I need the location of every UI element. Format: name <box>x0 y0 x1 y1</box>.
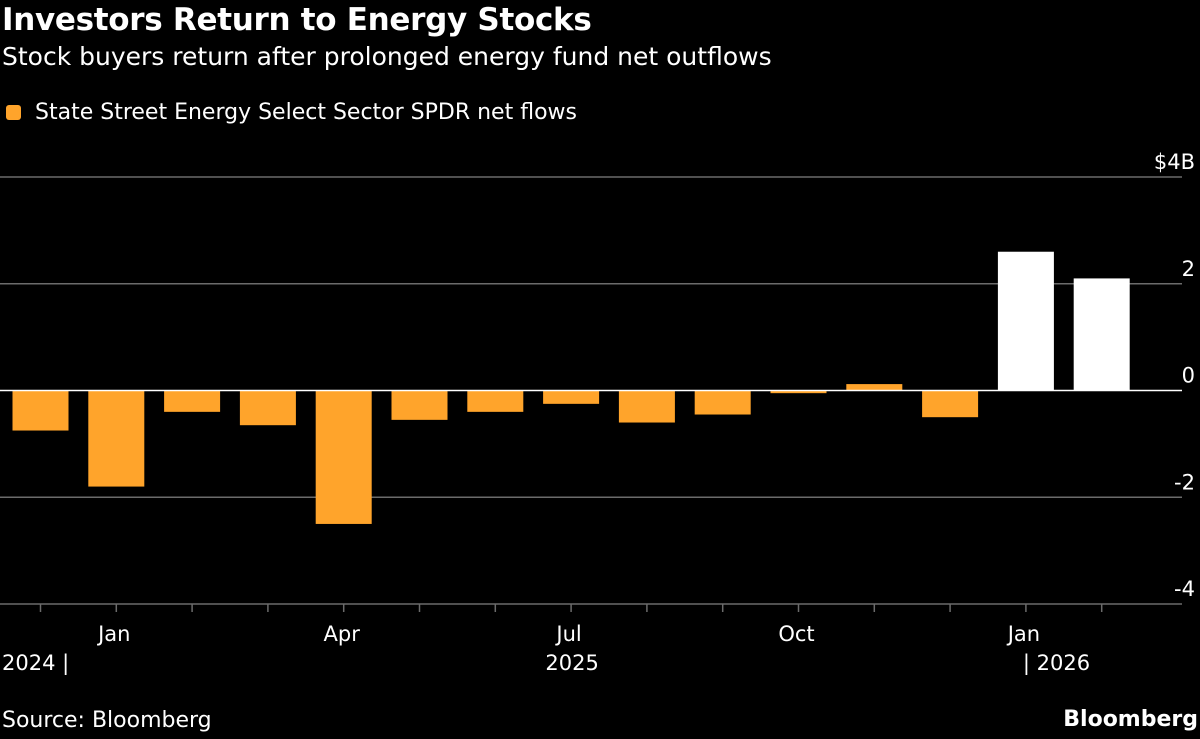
y-tick-label: 0 <box>1182 364 1195 388</box>
y-tick-label: $4B <box>1154 150 1195 174</box>
x-tick-label: Jan <box>1006 622 1040 646</box>
bar <box>997 251 1054 391</box>
x-tick-label: Jul <box>554 622 581 646</box>
bar <box>88 390 145 487</box>
y-tick-label: 2 <box>1182 257 1195 281</box>
bar <box>12 390 69 431</box>
bar <box>467 390 524 412</box>
bar <box>922 390 979 418</box>
bar <box>770 390 827 394</box>
source-note: Source: Bloomberg <box>2 708 212 733</box>
y-tick-label: -2 <box>1174 470 1195 494</box>
year-label: 2024 | <box>2 651 69 676</box>
legend-swatch <box>6 105 21 120</box>
bar <box>164 390 221 412</box>
legend-label: State Street Energy Select Sector SPDR n… <box>35 100 577 125</box>
bar <box>618 390 675 423</box>
year-label: 2025 <box>545 651 598 675</box>
bar <box>1073 278 1130 391</box>
bloomberg-logo: Bloomberg <box>1063 707 1198 732</box>
bar <box>315 390 372 524</box>
bar <box>846 384 903 391</box>
bar <box>694 390 751 415</box>
x-tick-label: Apr <box>324 622 361 646</box>
chart-title: Investors Return to Energy Stocks <box>2 2 592 38</box>
chart-subtitle: Stock buyers return after prolonged ener… <box>2 42 772 71</box>
y-tick-label: -4 <box>1174 577 1195 601</box>
year-label: | 2026 <box>1023 651 1090 676</box>
bar <box>239 390 296 426</box>
x-tick-label: Jan <box>96 622 130 646</box>
x-tick-label: Oct <box>778 622 814 646</box>
legend: State Street Energy Select Sector SPDR n… <box>6 100 577 125</box>
bar <box>391 390 448 420</box>
bar <box>543 390 600 404</box>
